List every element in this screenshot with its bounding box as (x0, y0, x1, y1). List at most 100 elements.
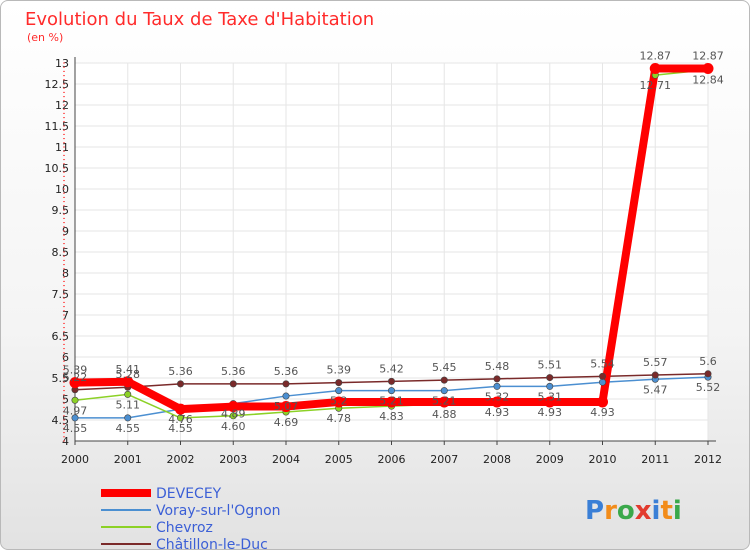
y-tick-label: 13 (55, 57, 69, 70)
legend: DEVECEYVoray-sur-l'OgnonChevrozChâtillon… (101, 486, 281, 549)
series-layer (69, 62, 714, 422)
data-label: 5.11 (116, 398, 141, 411)
series-point-3 (282, 380, 290, 388)
series-point-2 (124, 390, 132, 398)
y-tick-label: 12 (55, 99, 69, 112)
series-point-0 (69, 377, 81, 389)
series-point-1 (440, 387, 448, 395)
logo-letter: x (635, 496, 652, 526)
legend-label-2: Chevroz (156, 520, 213, 536)
y-tick-label: 5 (62, 393, 69, 406)
y-tick-label: 9.5 (52, 204, 70, 217)
series-point-0 (175, 403, 186, 415)
series-point-1 (387, 387, 395, 395)
y-tick-label: 7.5 (52, 288, 70, 301)
series-point-1 (546, 382, 554, 390)
series-point-0 (333, 396, 345, 408)
y-tick-label: 6.5 (52, 330, 70, 343)
data-label: 5.48 (485, 360, 510, 373)
series-point-3 (440, 376, 448, 384)
series-point-1 (493, 382, 501, 390)
series-point-1 (124, 414, 132, 422)
series-point-3 (651, 371, 659, 379)
logo-letter: i (673, 496, 682, 526)
series-point-3 (598, 372, 606, 380)
data-label: 4.88 (432, 408, 457, 421)
data-label: 5.21 (432, 395, 457, 408)
logo-letter: i (652, 496, 661, 526)
y-tick-label: 8 (62, 267, 69, 280)
data-label: 5.51 (538, 359, 563, 372)
logo-letter: P (585, 496, 604, 526)
series-point-0 (702, 62, 714, 74)
y-tick-label: 12.5 (45, 78, 70, 91)
data-label: 5.57 (643, 356, 668, 369)
logo-letter: r (604, 496, 617, 526)
x-tick-label: 2005 (325, 453, 353, 466)
data-label: 4.97 (63, 404, 88, 417)
y-tick-label: 10.5 (45, 162, 70, 175)
data-label: 5.36 (221, 365, 246, 378)
y-tick-label: 7 (62, 309, 69, 322)
series-point-0 (649, 62, 661, 74)
legend-label-1: Voray-sur-l'Ognon (156, 503, 281, 519)
data-label: 4.93 (485, 406, 510, 419)
legend-label-3: Châtillon-le-Duc (156, 537, 268, 549)
data-label: 5.42 (379, 362, 404, 375)
logo-letter: o (617, 496, 635, 526)
series-point-0 (597, 396, 608, 408)
x-tick-label: 2003 (219, 453, 247, 466)
series-point-0 (544, 396, 556, 408)
series-point-3 (387, 377, 395, 385)
series-point-2 (229, 412, 237, 420)
x-tick-label: 2002 (167, 453, 195, 466)
x-tick-label: 2011 (641, 453, 669, 466)
series-point-0 (438, 396, 450, 408)
data-label: 4.93 (590, 406, 615, 419)
data-label: 5.28 (116, 368, 141, 381)
series-point-0 (386, 396, 397, 408)
data-label: 12.87 (692, 49, 724, 62)
y-tick-label: 11 (55, 141, 69, 154)
series-point-1 (335, 387, 343, 395)
x-tick-label: 2008 (483, 453, 511, 466)
x-tick-label: 2004 (272, 453, 300, 466)
data-label: 12.87 (640, 49, 672, 62)
data-label: 5.47 (643, 383, 668, 396)
series-point-0 (280, 401, 292, 413)
series-point-3 (546, 374, 554, 382)
x-tick-label: 2001 (114, 453, 142, 466)
data-label: 12.84 (692, 74, 724, 87)
y-tick-label: 6 (62, 351, 69, 364)
series-point-1 (598, 378, 606, 386)
data-label: 5.21 (379, 395, 404, 408)
proxiti-logo: Proxiti (585, 496, 682, 526)
y-tick-label: 4 (62, 435, 69, 448)
y-tick-label: 11.5 (45, 120, 70, 133)
data-label: 5.39 (327, 364, 352, 377)
series-point-3 (493, 375, 501, 383)
series-point-2 (177, 414, 185, 422)
y-tick-label: 9 (62, 225, 69, 238)
series-point-3 (335, 379, 343, 387)
data-label: 4.89 (221, 408, 246, 421)
series-point-3 (177, 380, 185, 388)
data-label: 4.93 (538, 406, 563, 419)
data-label: 5.22 (63, 371, 88, 384)
series-point-0 (122, 376, 134, 388)
data-label: 5.6 (699, 355, 717, 368)
data-label: 5.31 (538, 390, 563, 403)
y-tick-label: 8.5 (52, 246, 70, 259)
series-point-1 (71, 414, 79, 422)
data-label: 5.39 (63, 364, 88, 377)
series-point-1 (282, 392, 290, 400)
series-point-2 (71, 396, 79, 404)
data-label: 4.55 (168, 422, 193, 435)
data-label: 5.2 (330, 395, 348, 408)
data-label: 5.52 (696, 381, 721, 394)
data-label: 4.55 (63, 422, 88, 435)
axes: 44.555.566.577.588.599.51010.51111.51212… (45, 57, 722, 466)
legend-label-0: DEVECEY (156, 486, 222, 502)
